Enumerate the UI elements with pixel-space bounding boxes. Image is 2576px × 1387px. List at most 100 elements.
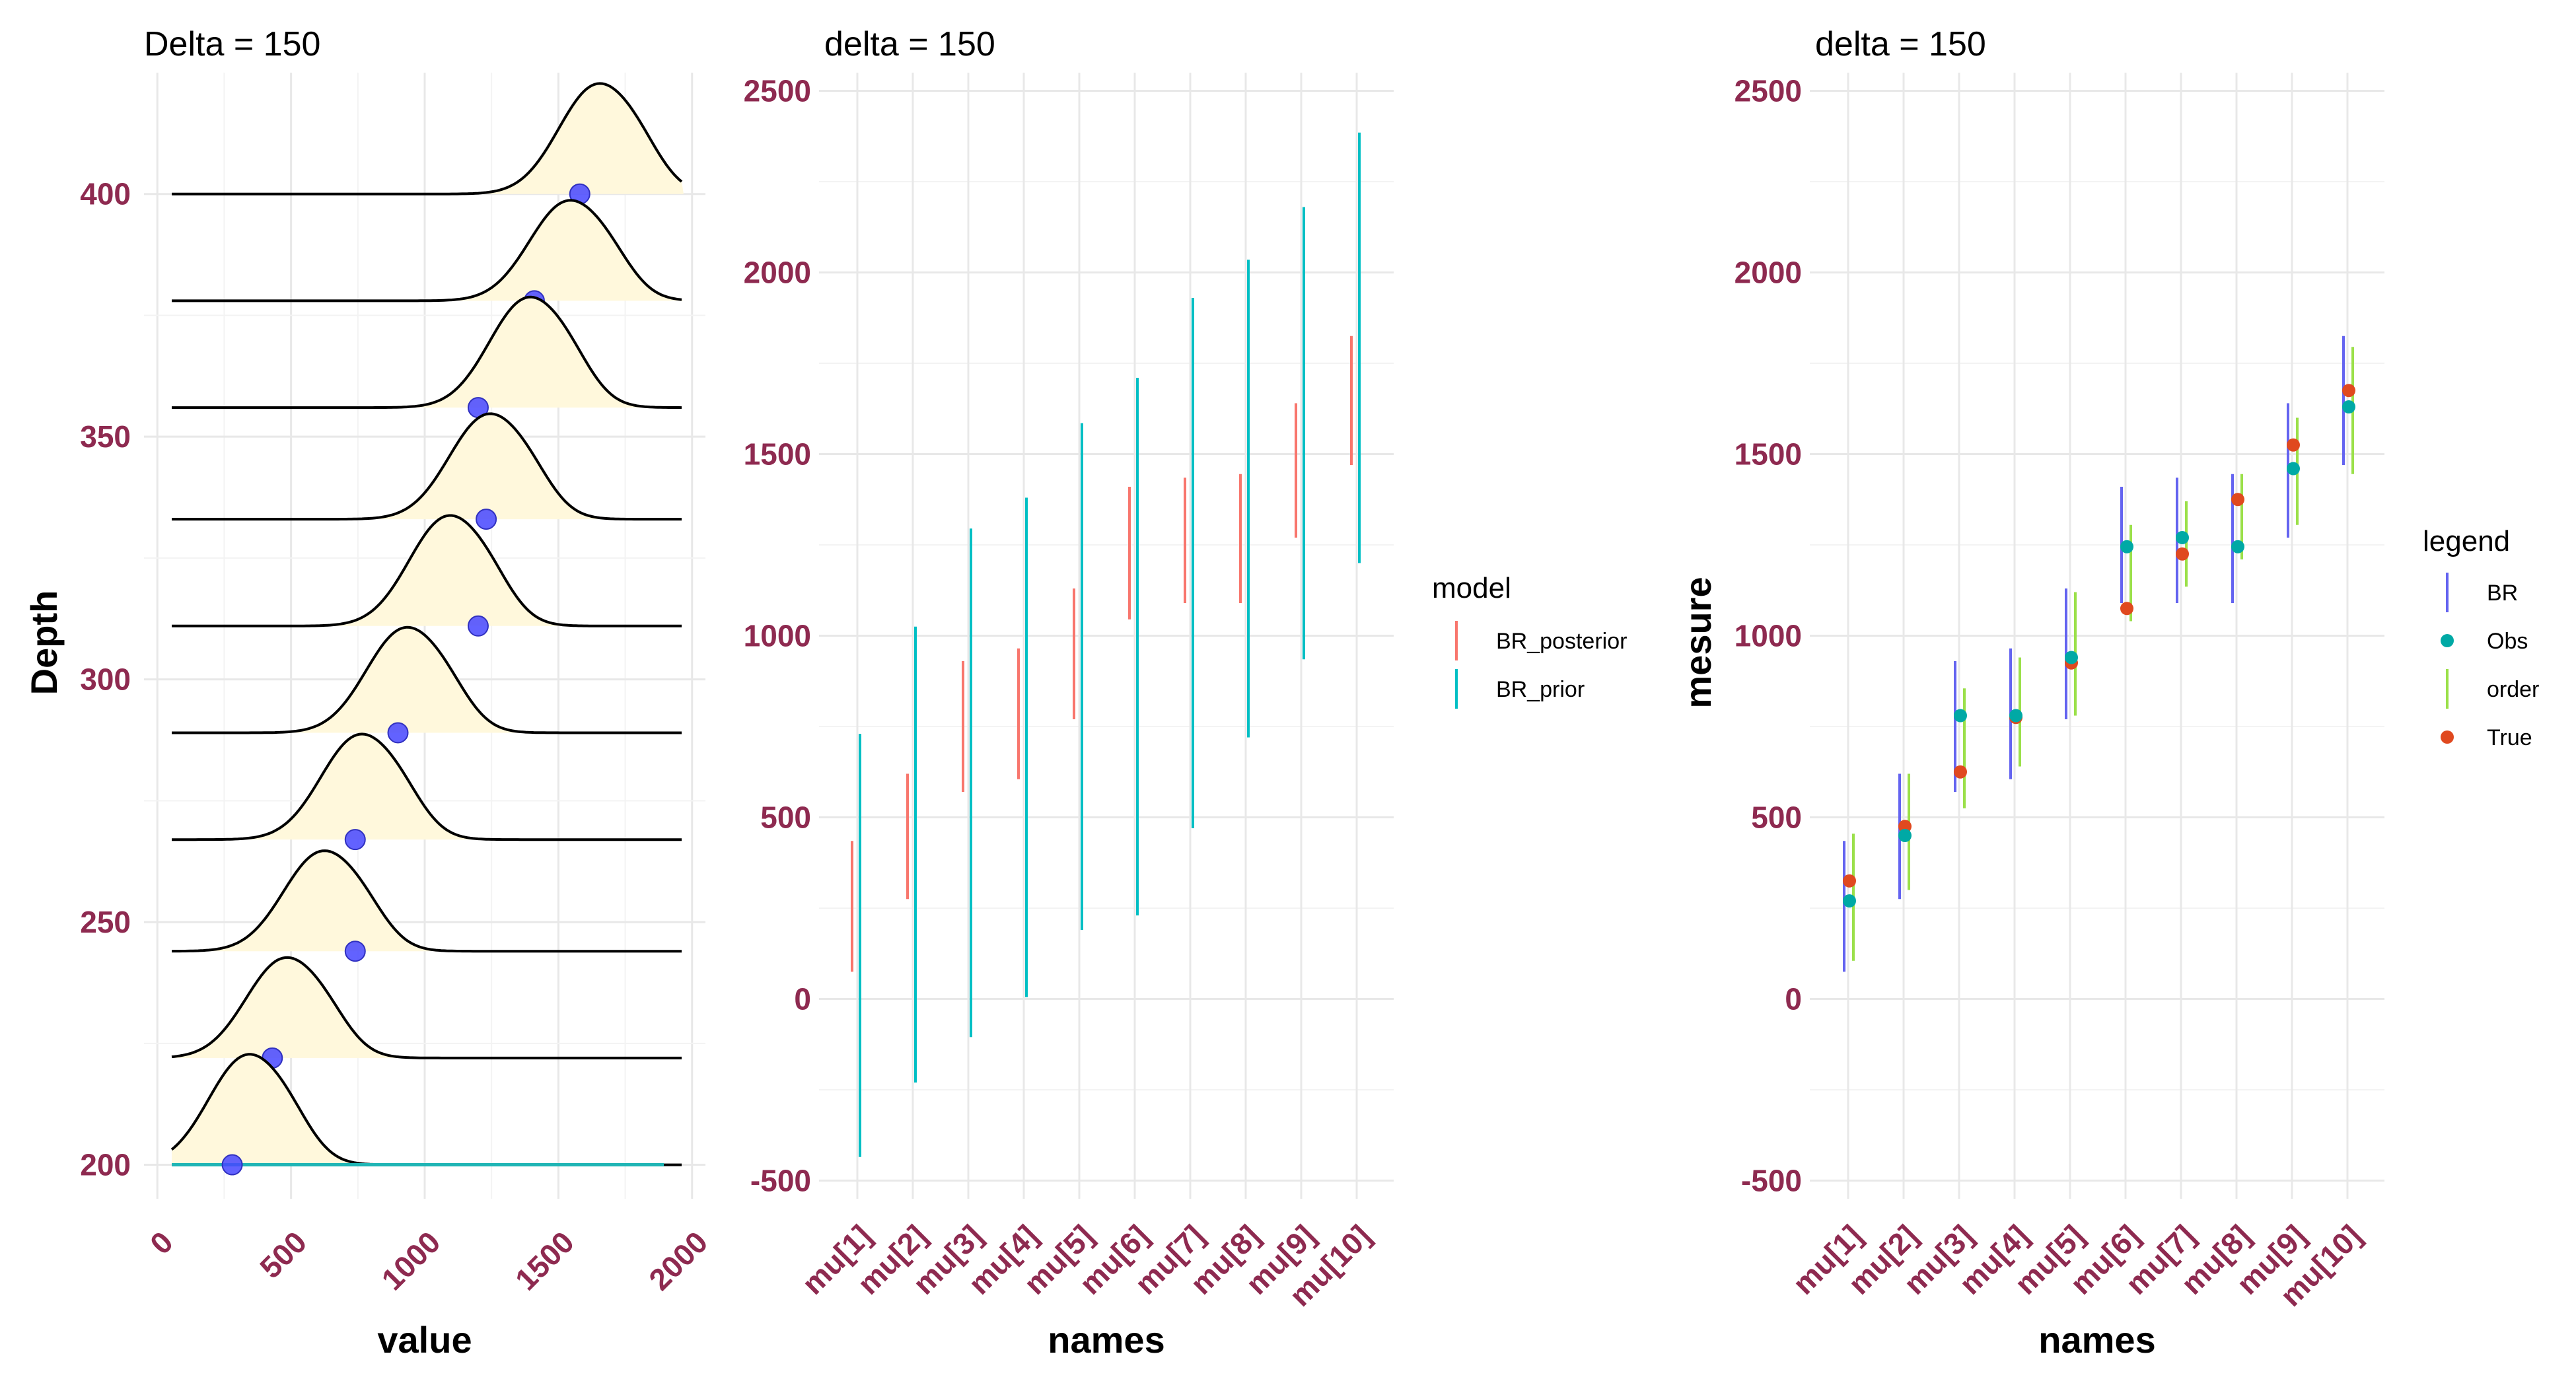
- model-legend: model BR_posterior BR_prior: [1432, 572, 1627, 709]
- ridgeline-x-axis-label: value: [377, 1319, 472, 1361]
- prior-posterior-y-tick-label: 2500: [744, 74, 811, 108]
- ridge-fill: [172, 413, 684, 520]
- ridge-point: [467, 615, 489, 637]
- obs-point: [2065, 651, 2078, 664]
- ridge-line: [172, 732, 682, 841]
- prior-posterior-y-tick-label: 1500: [744, 437, 811, 472]
- comparison-legend-label: order: [2487, 677, 2539, 702]
- true-legend-key: [2441, 730, 2454, 744]
- obs-legend-key: [2441, 634, 2454, 647]
- comparison-y-tick-label: 2000: [1735, 256, 1802, 290]
- ridge-line: [172, 82, 683, 196]
- prior-posterior-y-tick-label: 500: [760, 800, 811, 835]
- ridge-point: [344, 829, 366, 851]
- prior-posterior-y-tick-label: 1000: [744, 619, 811, 653]
- ridge-fill: [172, 1054, 684, 1165]
- ridge-line: [172, 625, 682, 734]
- ridge-line: [172, 412, 682, 521]
- comparison-legend: legend BR Obs order True: [2423, 525, 2539, 750]
- comparison-y-axis-label: mesure: [1677, 577, 1719, 708]
- prior-posterior-y-tick-label: -500: [750, 1164, 811, 1198]
- ridge-fill: [172, 734, 684, 840]
- comparison-legend-label: Obs: [2487, 629, 2528, 654]
- ridge-fill: [172, 627, 684, 733]
- ridge-fill: [172, 957, 684, 1058]
- ridge-fill: [172, 200, 684, 301]
- prior-posterior-panel: mu[1]mu[2]mu[3]mu[4]mu[5]mu[6]mu[7]mu[8]…: [744, 25, 1628, 1361]
- ridge-point: [476, 509, 497, 530]
- true-point: [1954, 765, 1967, 779]
- comparison-y-tick-label: 0: [1785, 982, 1802, 1016]
- comparison-y-tick-label: 1000: [1735, 619, 1802, 653]
- ridge-fill: [172, 83, 684, 194]
- comparison-marks: [1843, 336, 2355, 972]
- ridge-line: [172, 849, 682, 953]
- ridgeline-y-tick-label: 400: [80, 177, 131, 211]
- ridgeline-y-tick-label: 200: [80, 1148, 131, 1182]
- obs-point: [2009, 709, 2022, 723]
- prior-posterior-x-ticks: mu[1]mu[2]mu[3]mu[4]mu[5]mu[6]mu[7]mu[8]…: [795, 1218, 1377, 1312]
- ridgeline-x-tick-label: 1000: [375, 1225, 447, 1297]
- ridgeline-ridges: [170, 82, 684, 1176]
- true-point: [2287, 438, 2300, 452]
- obs-point: [1843, 894, 1856, 907]
- model-legend-label: BR_posterior: [1496, 629, 1627, 654]
- ridge-fill: [172, 515, 684, 626]
- obs-point: [1954, 709, 1967, 723]
- obs-point: [2342, 400, 2355, 413]
- ridgeline-x-tick-label: 0: [143, 1225, 180, 1261]
- ridge-point: [387, 722, 409, 744]
- prior-posterior-intervals: [851, 132, 1361, 1157]
- ridge-line: [172, 295, 682, 409]
- comparison-y-tick-label: 500: [1751, 800, 1802, 835]
- ridgeline-x-tick-label: 1500: [509, 1225, 581, 1297]
- ridge-point: [221, 1154, 243, 1176]
- comparison-gridlines: [1810, 73, 2384, 1199]
- prior-posterior-y-ticks: -500 0 500 1000 1500 2000 2500: [744, 74, 811, 1198]
- ridgeline-y-axis-label: Depth: [23, 590, 65, 695]
- comparison-legend-title: legend: [2423, 525, 2510, 557]
- prior-posterior-title: delta = 150: [824, 25, 995, 63]
- comparison-y-tick-label: -500: [1741, 1164, 1802, 1198]
- comparison-legend-label: BR: [2487, 581, 2518, 606]
- ridge-line: [172, 514, 682, 627]
- true-point: [1898, 820, 1912, 834]
- comparison-y-tick-label: 2500: [1735, 74, 1802, 108]
- ridgeline-y-tick-label: 350: [80, 419, 131, 454]
- comparison-y-ticks: -500 0 500 1000 1500 2000 2500: [1735, 74, 1802, 1198]
- ridgeline-y-tick-label: 300: [80, 662, 131, 697]
- ridgeline-x-tick-label: 500: [253, 1225, 313, 1285]
- model-legend-label: BR_prior: [1496, 677, 1585, 702]
- true-point: [2176, 547, 2189, 561]
- comparison-x-ticks: mu[1]mu[2]mu[3]mu[4]mu[5]mu[6]mu[7]mu[8]…: [1786, 1218, 2368, 1312]
- true-point: [2120, 602, 2133, 616]
- obs-point: [2176, 531, 2189, 544]
- prior-posterior-x-axis-label: names: [1048, 1319, 1164, 1361]
- ridge-line: [172, 199, 682, 302]
- prior-posterior-gridlines: [819, 73, 1394, 1199]
- obs-point: [2287, 462, 2300, 476]
- ridge-fill: [172, 297, 684, 408]
- comparison-x-axis-label: names: [2038, 1319, 2155, 1361]
- ridge-fill: [172, 851, 684, 952]
- true-point: [1843, 874, 1856, 888]
- ridge-point: [344, 941, 366, 962]
- true-point: [2342, 384, 2355, 398]
- prior-posterior-y-tick-label: 2000: [744, 256, 811, 290]
- prior-posterior-y-tick-label: 0: [794, 982, 811, 1016]
- obs-point: [2231, 540, 2244, 553]
- ridgeline-x-ticks: 0 500 1000 1500 2000: [143, 1225, 714, 1297]
- ridgeline-x-tick-label: 2000: [642, 1225, 714, 1297]
- true-point: [2231, 493, 2244, 507]
- ridge-line: [171, 956, 682, 1059]
- comparison-panel: mu[1]mu[2]mu[3]mu[4]mu[5]mu[6]mu[7]mu[8]…: [1677, 25, 2539, 1361]
- comparison-y-tick-label: 1500: [1735, 437, 1802, 472]
- comparison-title: delta = 150: [1815, 25, 1986, 63]
- model-legend-title: model: [1432, 572, 1511, 604]
- comparison-legend-label: True: [2487, 725, 2532, 750]
- ridgeline-y-tick-label: 250: [80, 905, 131, 939]
- obs-point: [1898, 829, 1912, 842]
- ridgeline-title: Delta = 150: [144, 25, 320, 63]
- ridgeline-panel: 0 500 1000 1500 2000 200 250 300 350 400 Delta =…: [23, 25, 714, 1361]
